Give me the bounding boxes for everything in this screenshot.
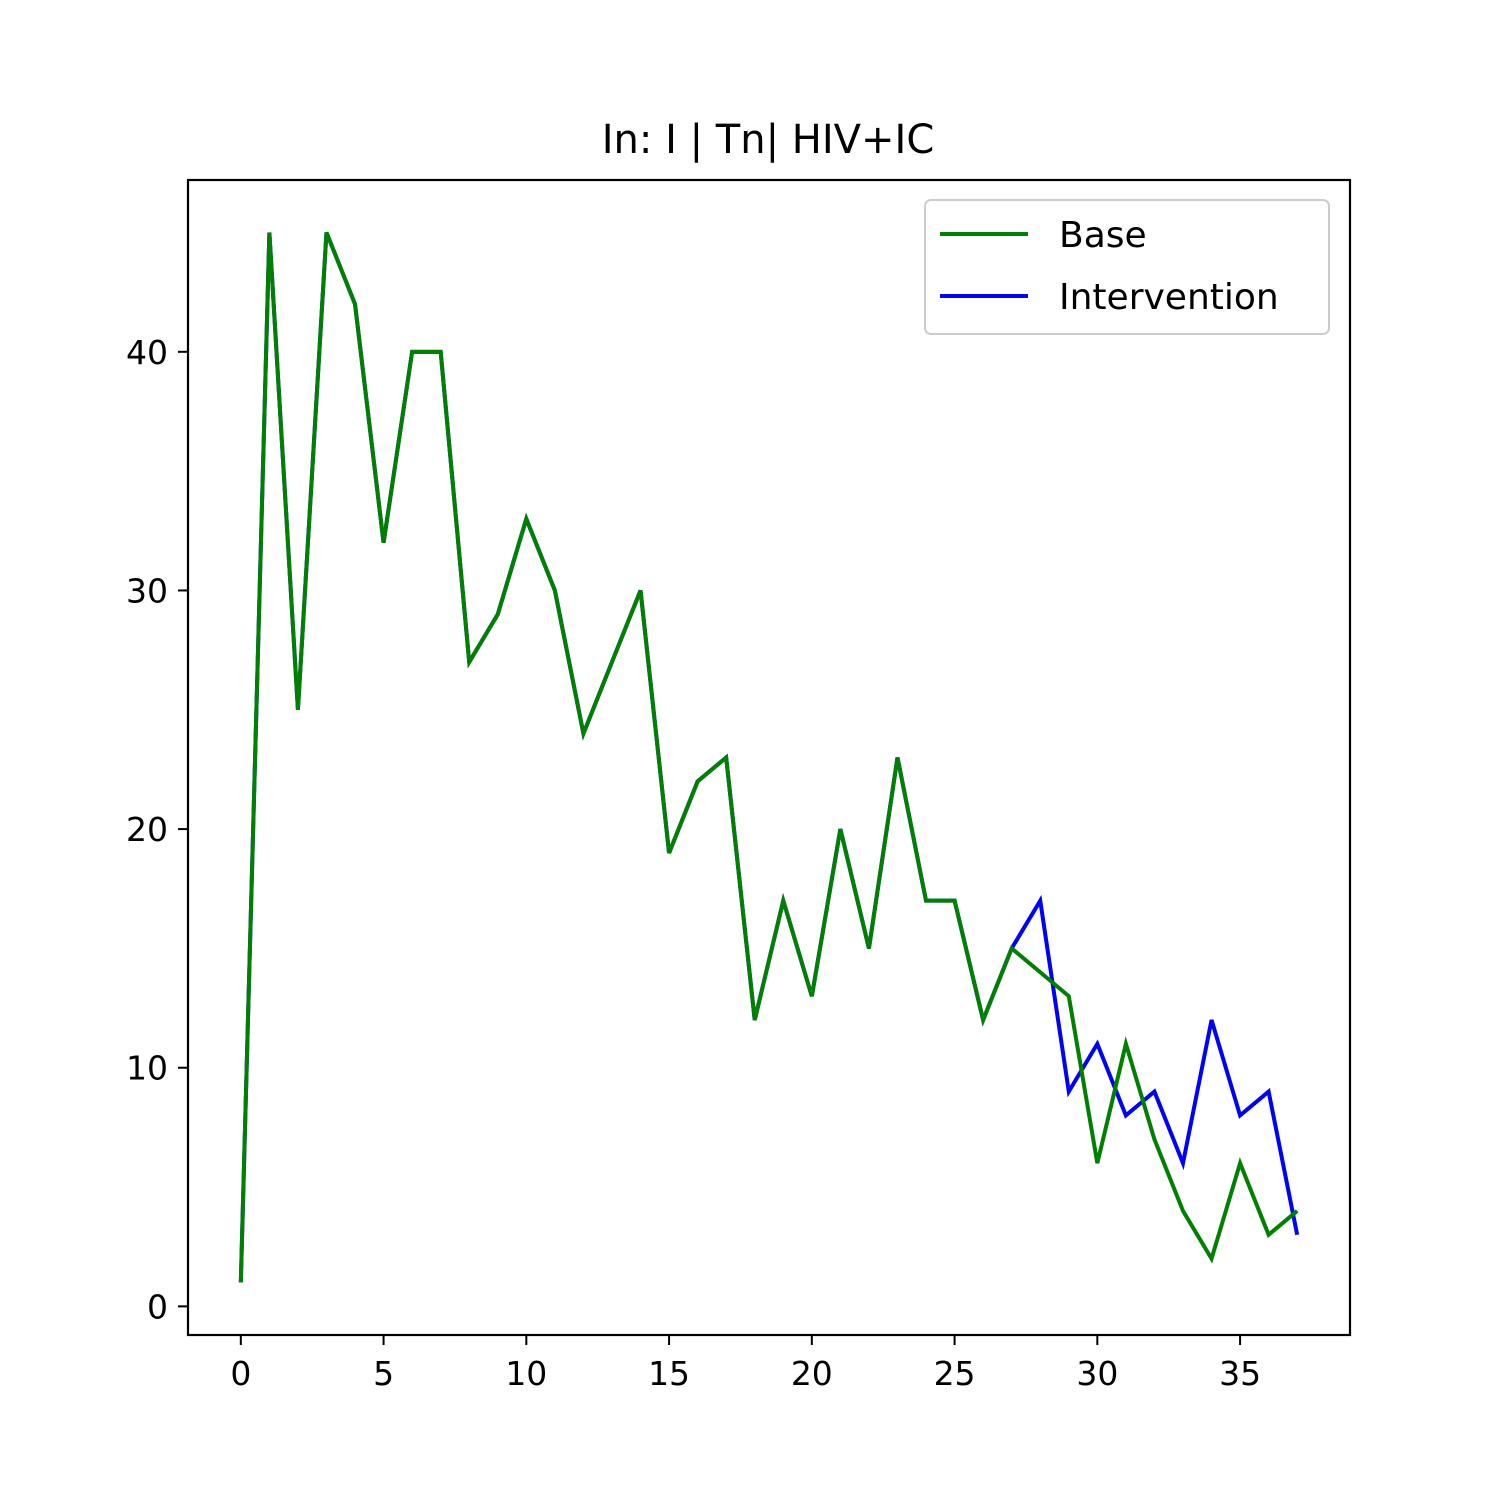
x-tick-label: 15: [648, 1354, 690, 1393]
y-tick-label: 40: [126, 333, 168, 372]
x-tick-label: 5: [373, 1354, 394, 1393]
x-tick-label: 0: [230, 1354, 251, 1393]
x-tick-label: 30: [1076, 1354, 1118, 1393]
x-tick-label: 20: [791, 1354, 833, 1393]
plot-lines: [238, 231, 1300, 1283]
x-axis: 0 5 10 15 20 25 30 35: [230, 1335, 1261, 1393]
y-tick-label: 10: [126, 1049, 168, 1088]
y-tick-label: 0: [147, 1287, 168, 1326]
x-tick-label: 10: [505, 1354, 547, 1393]
chart-title: In: I | Tn| HIV+IC: [602, 117, 935, 163]
legend: Base Intervention: [924, 199, 1330, 335]
legend-label-base: Base: [1059, 215, 1147, 256]
y-tick-label: 30: [126, 571, 168, 610]
x-tick-label: 35: [1219, 1354, 1261, 1393]
y-axis: 0 10 20 30 40: [126, 333, 188, 1326]
plot-frame: [186, 178, 1352, 1337]
legend-label-intervention: Intervention: [1059, 277, 1279, 318]
y-tick-label: 20: [126, 810, 168, 849]
x-tick-label: 25: [934, 1354, 976, 1393]
series-line-base: [238, 231, 1299, 1283]
